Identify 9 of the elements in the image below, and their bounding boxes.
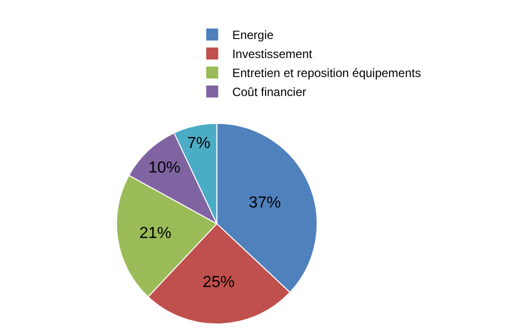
data-label: 21%: [139, 224, 172, 242]
legend-label: Energie: [232, 28, 274, 42]
legend-label: Entretien et reposition équipements: [232, 66, 421, 80]
data-label: 10%: [148, 159, 180, 176]
data-label: 25%: [202, 274, 235, 291]
data-label: 37%: [248, 194, 281, 212]
legend-label: Coût financier: [232, 85, 306, 100]
data-label: 7%: [187, 134, 210, 152]
legend-label: Investissement: [232, 47, 313, 62]
